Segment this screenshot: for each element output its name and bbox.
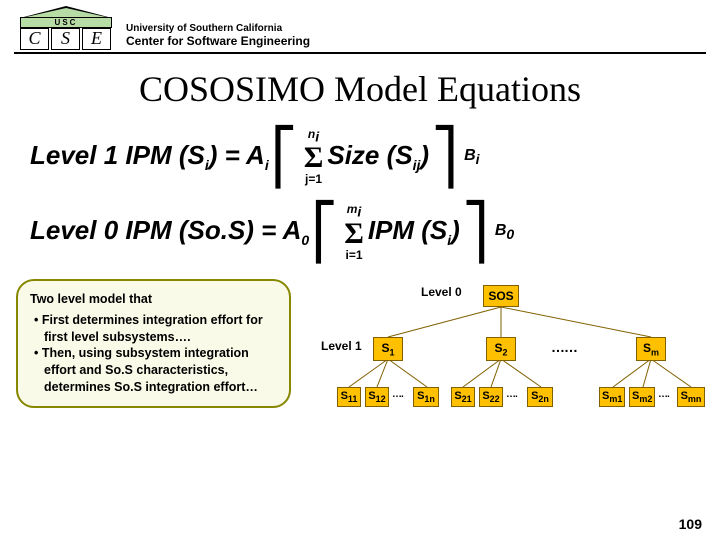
hierarchy-tree: Level 0 Level 1 SOS S1 S2 …… Sm S11 S12 … (291, 279, 710, 429)
slide-header: USC C S E University of Southern Califor… (14, 0, 706, 54)
tree-s22: S22 (479, 387, 503, 407)
tree-sm1: Sm1 (599, 387, 625, 407)
tree-sm: Sm (636, 337, 666, 361)
level-1-label: Level 1 (321, 339, 362, 353)
eq1-lhs: Level 1 IPM (Si) = Ai (30, 140, 269, 173)
dots-g3: …. (658, 389, 669, 400)
tree-smn: Smn (677, 387, 705, 407)
institution-block: University of Southern California Center… (126, 23, 310, 50)
note-bullet-1: • First determines integration effort fo… (30, 312, 277, 346)
usc-cse-logo: USC C S E (20, 6, 112, 50)
tree-s11: S11 (337, 387, 361, 407)
tree-s12: S12 (365, 387, 389, 407)
university-name: University of Southern California (126, 23, 310, 34)
eq2-exponent: B0 (495, 222, 514, 242)
center-name: Center for Software Engineering (126, 34, 310, 48)
eq2-lhs: Level 0 IPM (So.S) = A0 (30, 215, 309, 248)
eq1-exponent: Bi (464, 147, 479, 167)
level-0-label: Level 0 (421, 285, 462, 299)
dots-g2: …. (506, 389, 517, 400)
lower-section: Two level model that • First determines … (16, 279, 710, 429)
logo-c: C (20, 28, 49, 50)
equation-level-1: Level 1 IPM (Si) = Ai ⎡ ni Σ j=1 Size (S… (30, 128, 690, 185)
right-bracket-icon: ⎤ (429, 137, 460, 177)
note-box: Two level model that • First determines … (16, 279, 291, 408)
tree-s1n: S1n (413, 387, 439, 407)
left-bracket-icon: ⎡ (269, 137, 300, 177)
eq1-rhs: Size (Sij) (327, 140, 429, 173)
tree-s2: S2 (486, 337, 516, 361)
logo-e: E (82, 28, 111, 50)
equation-level-0: Level 0 IPM (So.S) = A0 ⎡ mi Σ i=1 IPM (… (30, 203, 690, 260)
page-number: 109 (679, 516, 702, 532)
dots-g1: …. (392, 389, 403, 400)
equations-block: Level 1 IPM (Si) = Ai ⎡ ni Σ j=1 Size (S… (30, 128, 690, 261)
tree-s2n: S2n (527, 387, 553, 407)
note-bullet-2: • Then, using subsystem integration effo… (30, 345, 277, 396)
tree-s1: S1 (373, 337, 403, 361)
sigma-2: mi Σ i=1 (344, 203, 364, 260)
usc-band: USC (20, 17, 112, 28)
slide-title: COSOSIMO Model Equations (0, 68, 720, 110)
tree-sm2: Sm2 (629, 387, 655, 407)
tree-s21: S21 (451, 387, 475, 407)
note-intro: Two level model that (30, 291, 277, 308)
logo-s: S (51, 28, 80, 50)
sigma-1: ni Σ j=1 (304, 128, 324, 185)
eq2-rhs: IPM (Si) (368, 215, 460, 248)
left-bracket-icon: ⎡ (309, 212, 340, 252)
dots-level1: …… (551, 339, 577, 355)
tree-root: SOS (483, 285, 519, 307)
right-bracket-icon: ⎤ (460, 212, 491, 252)
